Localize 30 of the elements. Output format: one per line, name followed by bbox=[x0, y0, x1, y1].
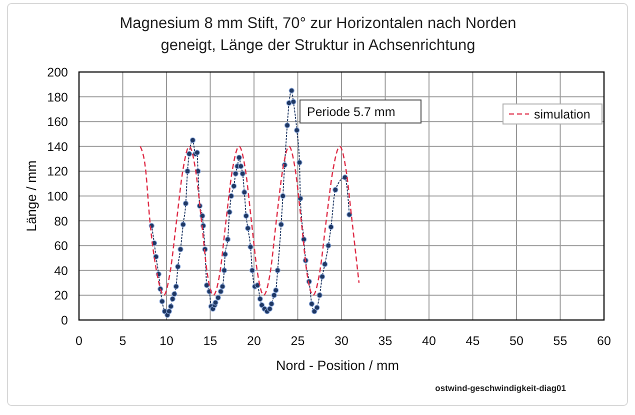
x-axis-title: Nord - Position / mm bbox=[276, 358, 400, 373]
y-tick-label: 60 bbox=[54, 239, 68, 254]
x-tick-label: 55 bbox=[553, 334, 568, 348]
y-tick-label: 200 bbox=[47, 66, 68, 80]
y-tick-label: 140 bbox=[47, 140, 68, 154]
y-tick-label: 180 bbox=[47, 90, 68, 104]
x-tick-label: 25 bbox=[290, 334, 305, 348]
x-tick-label: 0 bbox=[76, 334, 83, 348]
y-tick-label: 40 bbox=[54, 264, 68, 278]
x-tick-label: 35 bbox=[378, 334, 392, 348]
y-tick-label: 0 bbox=[61, 314, 68, 328]
x-tick-label: 10 bbox=[160, 334, 174, 348]
text: ostwind-geschwindigkeit-diag01 bbox=[435, 383, 566, 393]
x-tick-label: 20 bbox=[247, 334, 261, 348]
legend-label: simulation bbox=[534, 108, 590, 122]
y-tick-label: 20 bbox=[54, 288, 68, 303]
annotation: Periode 5.7 mm bbox=[307, 105, 396, 119]
x-tick-label: 5 bbox=[119, 334, 126, 348]
x-tick-label: 45 bbox=[466, 334, 480, 348]
chart-title: Magnesium 8 mm Stift, 70° zur Horizontalen nach Norden geneigt, Länge der Struktur in Achsenrichtung bbox=[120, 15, 516, 54]
y-axis-title: Länge / mm bbox=[24, 160, 39, 232]
y-tick-label: 100 bbox=[47, 190, 68, 204]
x-tick-label: 50 bbox=[510, 334, 524, 348]
x-tick-label: 30 bbox=[334, 334, 348, 348]
x-tick-label: 60 bbox=[597, 334, 611, 348]
y-tick-label: 160 bbox=[47, 115, 68, 130]
y-tick-label: 120 bbox=[47, 164, 68, 179]
x-tick-label: 15 bbox=[203, 334, 218, 348]
x-tick-label: 40 bbox=[422, 334, 436, 348]
y-tick-label: 80 bbox=[54, 214, 68, 228]
